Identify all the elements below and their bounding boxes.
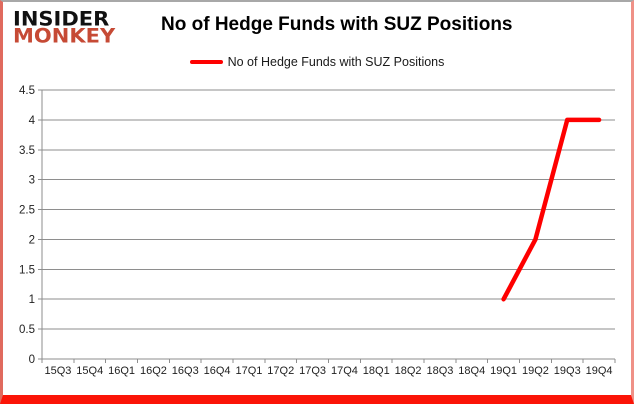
svg-text:16Q3: 16Q3: [172, 365, 199, 377]
svg-text:4.5: 4.5: [19, 85, 35, 97]
svg-text:0.5: 0.5: [19, 324, 35, 336]
svg-text:0: 0: [29, 354, 35, 366]
logo-text-insider: INSIDER: [13, 7, 110, 31]
svg-text:2.5: 2.5: [19, 205, 35, 217]
svg-text:17Q2: 17Q2: [267, 365, 294, 377]
svg-text:3: 3: [29, 175, 35, 187]
legend-label: No of Hedge Funds with SUZ Positions: [227, 55, 445, 69]
svg-text:15Q4: 15Q4: [76, 365, 103, 377]
svg-text:1.5: 1.5: [19, 264, 35, 276]
insider-monkey-logo: INSIDER MONKEY: [13, 9, 115, 46]
logo-text-monkey: MONKEY: [13, 24, 116, 48]
svg-text:19Q3: 19Q3: [554, 365, 581, 377]
svg-text:4: 4: [29, 115, 36, 127]
svg-text:1: 1: [29, 294, 35, 306]
svg-text:17Q1: 17Q1: [235, 365, 262, 377]
svg-text:16Q2: 16Q2: [140, 365, 167, 377]
svg-text:19Q2: 19Q2: [522, 365, 549, 377]
svg-text:17Q4: 17Q4: [331, 365, 358, 377]
svg-text:19Q1: 19Q1: [490, 365, 517, 377]
chart-title: No of Hedge Funds with SUZ Positions: [161, 14, 513, 35]
svg-text:19Q4: 19Q4: [586, 365, 613, 377]
svg-text:16Q4: 16Q4: [204, 365, 231, 377]
svg-text:18Q3: 18Q3: [426, 365, 453, 377]
svg-text:2: 2: [29, 234, 35, 246]
svg-text:3.5: 3.5: [19, 145, 35, 157]
svg-text:16Q1: 16Q1: [108, 365, 135, 377]
legend-line-swatch: [189, 60, 223, 64]
svg-text:18Q4: 18Q4: [458, 365, 485, 377]
legend: No of Hedge Funds with SUZ Positions: [3, 55, 631, 69]
svg-text:18Q1: 18Q1: [363, 365, 390, 377]
svg-text:18Q2: 18Q2: [395, 365, 422, 377]
line-chart: 0 0.5 1 1.5 2 2.5 3 3.5 4 4.5 15Q3 15Q4 16Q1 16Q2 16Q3…: [19, 85, 616, 377]
svg-text:15Q3: 15Q3: [44, 365, 71, 377]
svg-text:17Q3: 17Q3: [299, 365, 326, 377]
